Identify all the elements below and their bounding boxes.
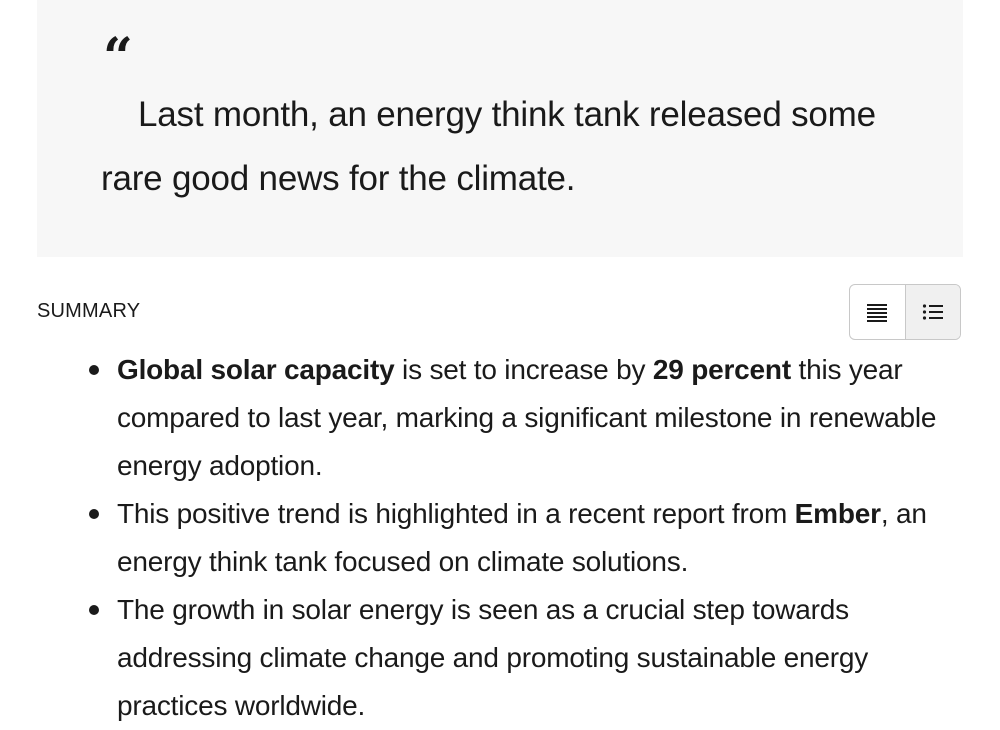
paragraph-view-button[interactable]: [850, 285, 905, 339]
summary-view-toggle: [849, 284, 961, 340]
quote-mark-icon: “: [103, 27, 133, 88]
bullet-text: This positive trend is highlighted in a …: [117, 498, 795, 529]
bullet-bold-text: Global solar capacity: [117, 354, 395, 385]
paragraph-view-icon: [867, 304, 888, 322]
bullet-text: is set to increase by: [394, 354, 653, 385]
bullet-text: , an energy think tank focused on climat…: [117, 498, 927, 577]
bullet-bold-text: Ember: [794, 498, 881, 529]
bullet-text: this year compared to last year, marking…: [117, 354, 937, 481]
list-item: This positive trend is highlighted in a …: [89, 490, 967, 586]
list-item: Global solar capacity is set to increase…: [89, 346, 967, 490]
quote-text: Last month, an energy think tank release…: [101, 95, 876, 198]
summary-label: SUMMARY: [37, 300, 141, 322]
list-view-icon: [922, 304, 943, 320]
list-view-button[interactable]: [904, 285, 960, 339]
bullet-text: The growth in solar energy is seen as a …: [117, 594, 869, 721]
summary-bullet-list: Global solar capacity is set to increase…: [89, 346, 967, 730]
pull-quote: “ Last month, an energy think tank relea…: [37, 0, 963, 257]
bullet-bold-text: 29 percent: [652, 354, 791, 385]
list-item: The growth in solar energy is seen as a …: [89, 586, 967, 730]
